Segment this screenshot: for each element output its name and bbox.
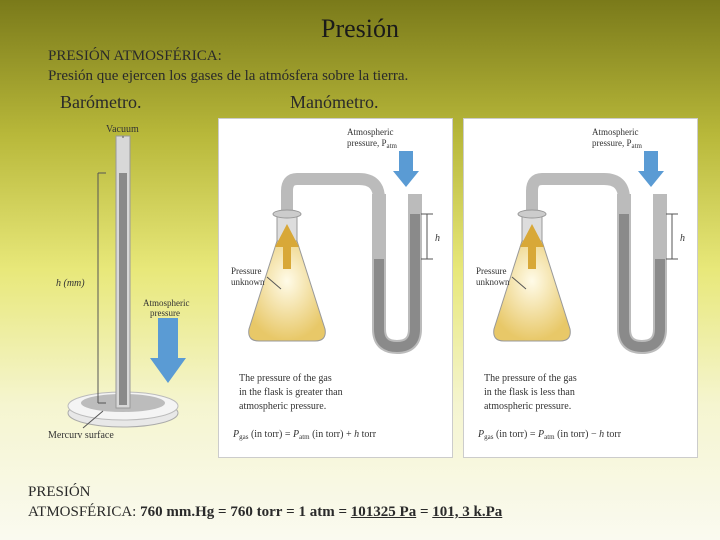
bottom-line1: PRESIÓN bbox=[28, 484, 91, 500]
mercury-label: Mercury surface bbox=[48, 430, 114, 438]
m1-cap2: in the flask is greater than bbox=[239, 387, 343, 398]
h-label: h (mm) bbox=[56, 278, 85, 289]
bottom-eq1: 760 mm.Hg bbox=[140, 504, 214, 520]
m1-atm1: Atmospheric bbox=[347, 127, 394, 137]
diagram-area: Vacuum h (mm) Atmospheric pressure Mercu… bbox=[48, 118, 700, 468]
m2-atm1: Atmospheric bbox=[592, 127, 639, 137]
bottom-sep2: = bbox=[286, 504, 298, 520]
m1-atm2: pressure, Patm bbox=[347, 138, 398, 150]
m2-p1: Pressure bbox=[476, 266, 507, 276]
bottom-sep1: = bbox=[218, 504, 230, 520]
bottom-eq2: 760 torr bbox=[230, 504, 282, 520]
m2-cap3: atmospheric pressure. bbox=[484, 401, 571, 412]
bottom-line2a: ATMOSFÉRICA: bbox=[28, 504, 140, 520]
m1-p2: unknown bbox=[231, 277, 265, 287]
m2-cap1: The pressure of the gas bbox=[484, 373, 577, 384]
m2-p2: unknown bbox=[476, 277, 510, 287]
m2-atm2: pressure, Patm bbox=[592, 138, 643, 150]
m2-cap2: in the flask is less than bbox=[484, 387, 575, 398]
m1-formula: Pgas (in torr) = Patm (in torr) + h torr bbox=[232, 429, 377, 441]
bottom-equation: PRESIÓN ATMOSFÉRICA: 760 mm.Hg = 760 tor… bbox=[28, 482, 692, 523]
m2-h: h bbox=[680, 233, 685, 244]
m1-p1: Pressure bbox=[231, 266, 262, 276]
manometer1-diagram: Atmospheric pressure, Patm h Pressure un… bbox=[218, 118, 453, 458]
page-title: Presión bbox=[321, 14, 399, 44]
manometer2-diagram: Atmospheric pressure, Patm h Pressure un… bbox=[463, 118, 698, 458]
vacuum-label: Vacuum bbox=[106, 124, 139, 135]
m2-formula: Pgas (in torr) = Patm (in torr) − h torr bbox=[477, 429, 622, 441]
bottom-eq5: 101, 3 k.Pa bbox=[432, 504, 502, 520]
m2-atm-arrow-icon bbox=[638, 151, 664, 187]
bottom-eq3: 1 atm bbox=[298, 504, 334, 520]
m1-cap1: The pressure of the gas bbox=[239, 373, 332, 384]
barometer-diagram: Vacuum h (mm) Atmospheric pressure Mercu… bbox=[48, 118, 198, 438]
subtitle: PRESIÓN ATMOSFÉRICA: bbox=[48, 48, 222, 65]
label-manometro: Manómetro. bbox=[290, 92, 378, 113]
m1-atm-arrow-icon bbox=[393, 151, 419, 187]
definition-text: Presión que ejercen los gases de la atmó… bbox=[48, 68, 408, 85]
bottom-sep3: = bbox=[338, 504, 350, 520]
label-barometro: Barómetro. bbox=[60, 92, 141, 113]
atm-label1: Atmospheric bbox=[143, 298, 190, 308]
m1-cap3: atmospheric pressure. bbox=[239, 401, 326, 412]
atm-label2: pressure bbox=[150, 308, 180, 318]
m1-h: h bbox=[435, 233, 440, 244]
bottom-eq4: 101325 Pa bbox=[351, 504, 416, 520]
atm-arrow-icon bbox=[150, 318, 186, 383]
bottom-sep4: = bbox=[420, 504, 432, 520]
